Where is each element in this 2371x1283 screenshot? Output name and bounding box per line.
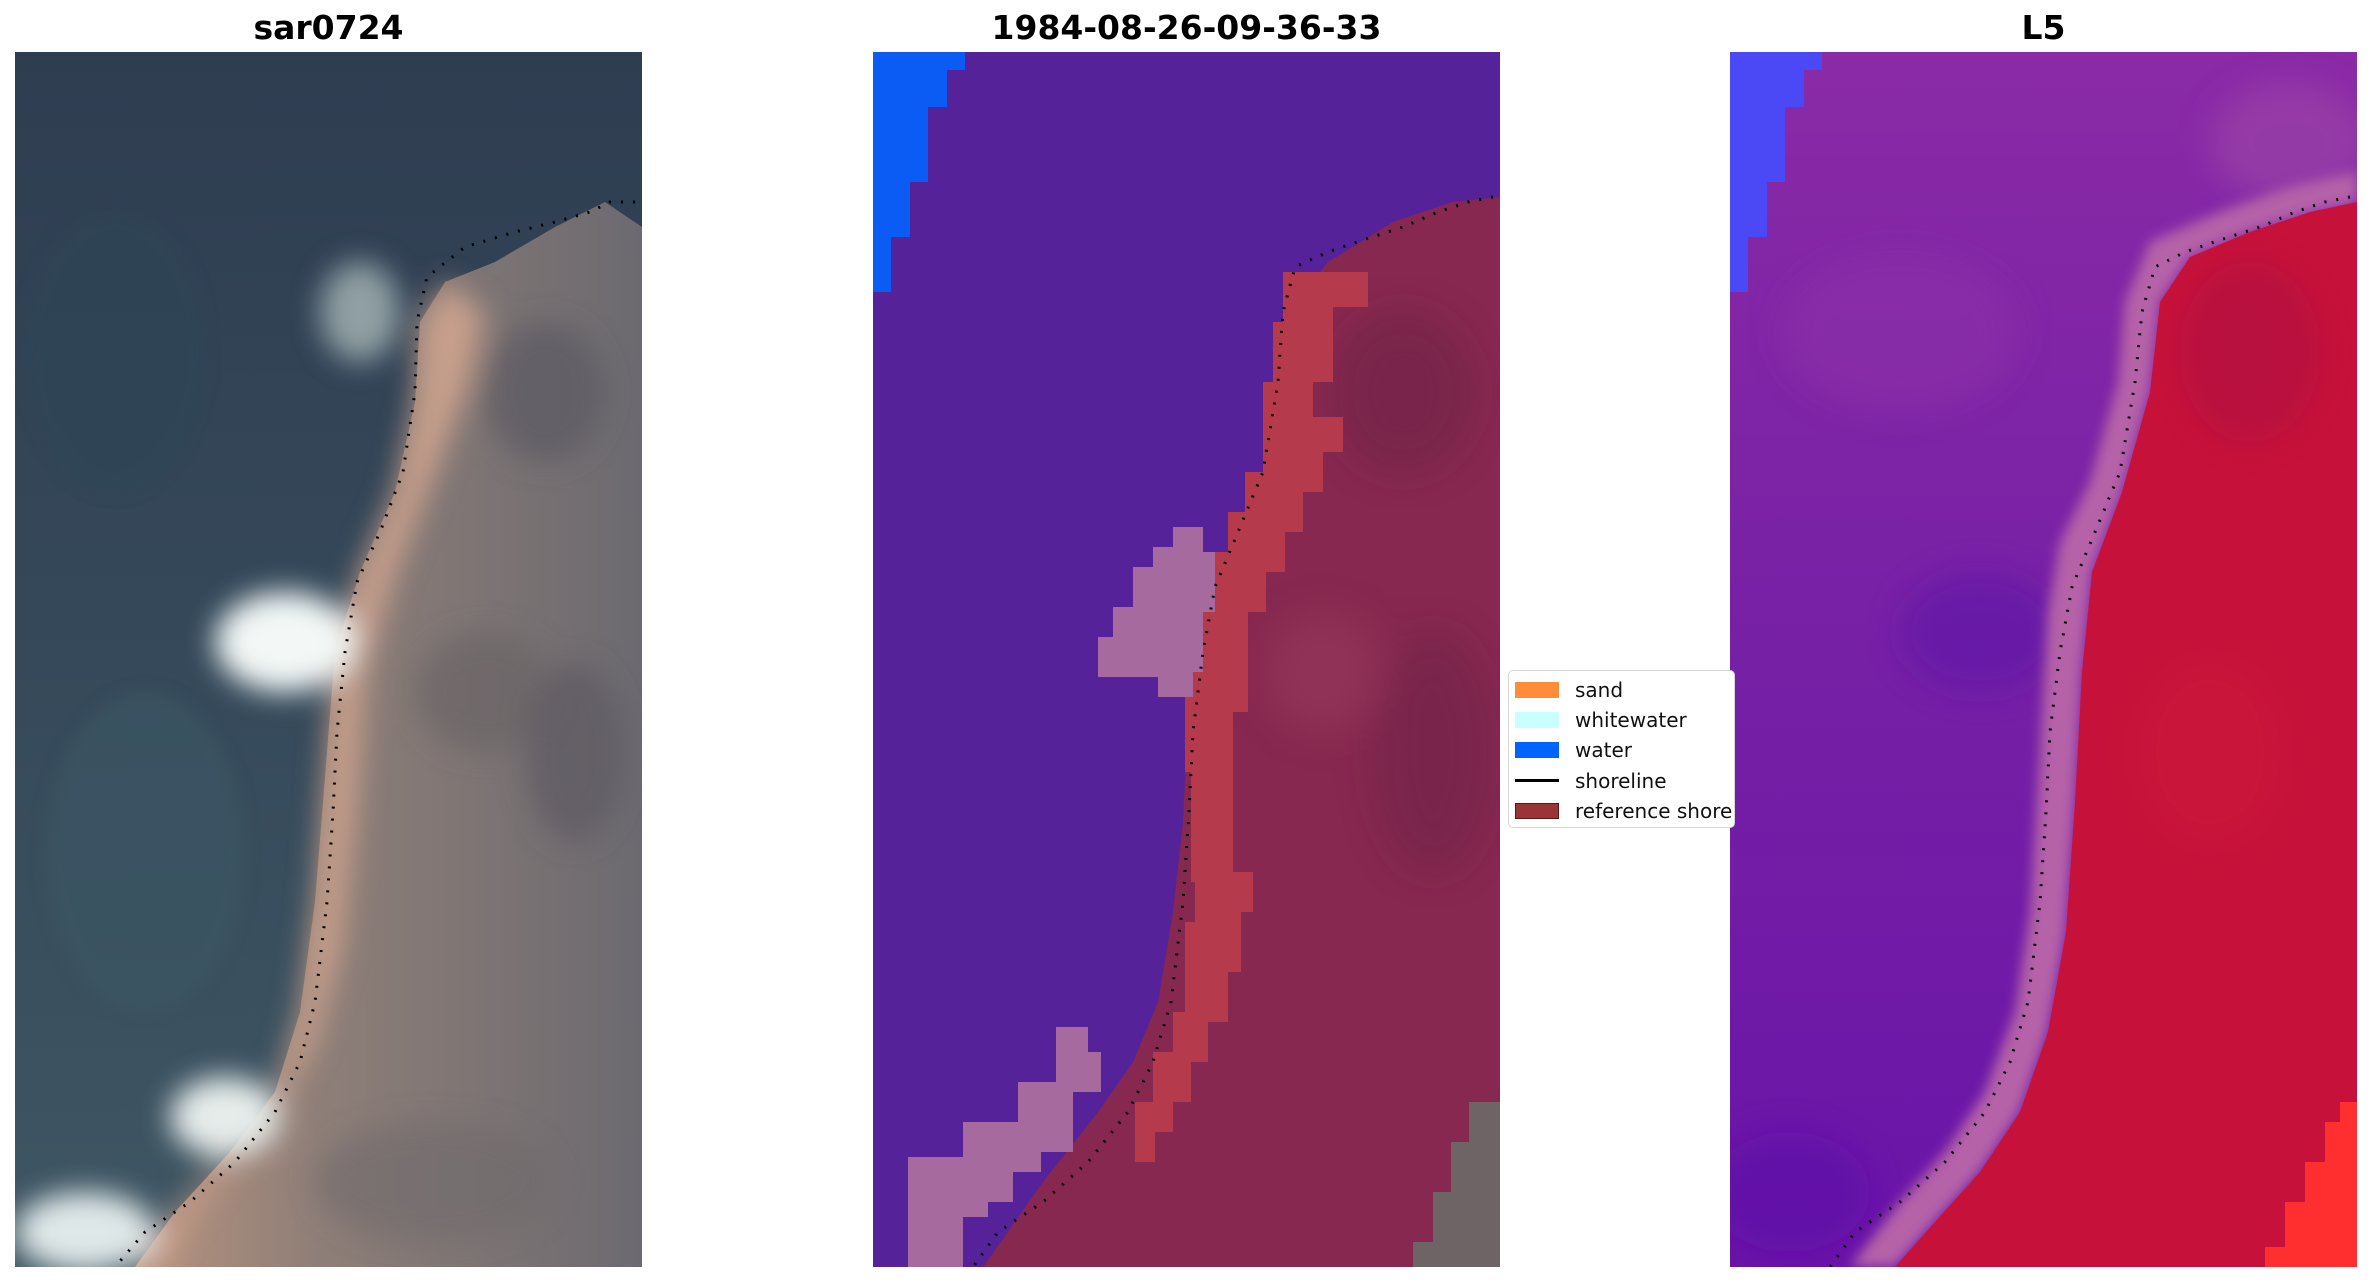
legend-swatch-whitewater (1515, 712, 1559, 729)
panel-title-right: L5 (2021, 8, 2066, 47)
legend-item-water: water (1509, 735, 1734, 765)
classified-image (873, 52, 1500, 1267)
legend-label: whitewater (1575, 708, 1687, 733)
legend: sand whitewater water shoreline referenc… (1508, 670, 1735, 828)
legend-item-shoreline: shoreline (1509, 766, 1734, 796)
panel-title-middle: 1984-08-26-09-36-33 (991, 8, 1382, 47)
mndwi-image (1730, 52, 2357, 1267)
legend-item-sand: sand (1509, 675, 1734, 705)
legend-swatch-sand (1515, 682, 1559, 699)
rgb-image-panel (15, 52, 642, 1267)
legend-label: sand (1575, 678, 1624, 703)
legend-item-whitewater: whitewater (1509, 705, 1734, 735)
legend-label: shoreline (1575, 768, 1667, 793)
classified-image-panel (873, 52, 1500, 1267)
mndwi-image-panel (1730, 52, 2357, 1267)
rgb-image (15, 52, 642, 1267)
legend-line-shoreline (1515, 779, 1559, 783)
legend-swatch-water (1515, 742, 1559, 759)
legend-item-reference-shoreline: reference shoreline (1509, 796, 1734, 826)
legend-label: reference shoreline (1575, 798, 1734, 823)
shoreline (113, 200, 635, 1267)
panel-title-left: sar0724 (253, 8, 404, 47)
legend-label: water (1575, 738, 1632, 763)
shoreline (1828, 195, 2351, 1267)
legend-swatch-reference-shoreline (1515, 802, 1559, 819)
